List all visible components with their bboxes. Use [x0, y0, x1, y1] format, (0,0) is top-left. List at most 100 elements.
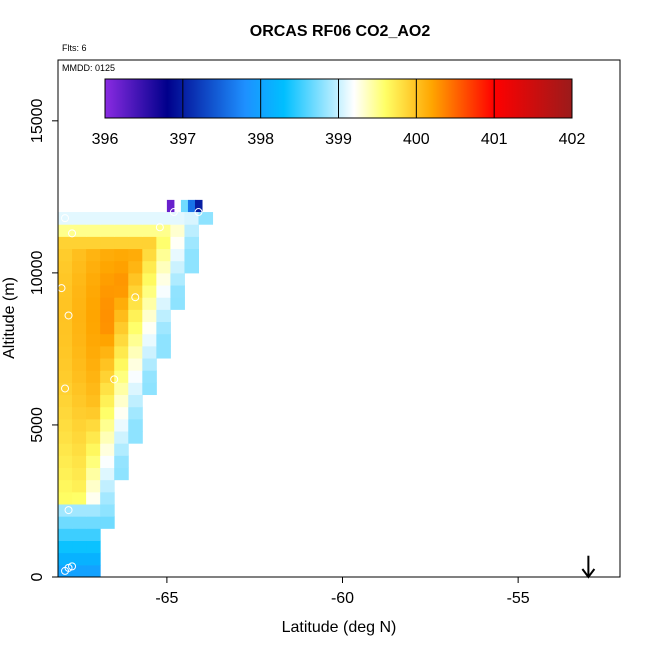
heatmap-cell — [114, 345, 129, 359]
heatmap-cell — [58, 297, 73, 310]
heatmap-cell — [128, 431, 143, 444]
heatmap-cell — [72, 358, 87, 371]
heatmap-cell — [100, 491, 115, 505]
heatmap-cell — [58, 272, 73, 286]
heatmap-cell — [86, 516, 101, 529]
heatmap-cell — [156, 236, 171, 250]
heatmap-cell — [114, 321, 129, 335]
heatmap-cell — [58, 394, 73, 408]
heatmap-cell — [156, 321, 171, 335]
heatmap-cell — [142, 212, 157, 225]
heatmap-cell — [86, 345, 101, 359]
colorbar-tick-label: 398 — [247, 131, 274, 148]
heatmap-cell — [114, 431, 129, 444]
heatmap-cell — [114, 212, 129, 225]
heatmap-cell — [72, 285, 87, 298]
heatmap-cell — [72, 540, 87, 554]
heatmap-cell — [170, 212, 185, 225]
observation-point — [194, 208, 203, 217]
heatmap-cell — [128, 382, 143, 396]
y-tick-label: 0 — [29, 572, 46, 581]
colorbar-tick-label: 399 — [325, 131, 352, 148]
heatmap-cell — [58, 212, 73, 225]
observation-point — [64, 311, 73, 320]
observation-point — [61, 214, 70, 223]
heatmap-cell — [58, 540, 73, 554]
x-tick-label: -55 — [507, 590, 530, 607]
heatmap-cell — [100, 382, 115, 396]
heatmap-cell — [58, 358, 73, 371]
observation-point — [68, 562, 77, 571]
heatmap-cell — [72, 516, 87, 529]
heatmap-cell — [184, 212, 199, 225]
heatmap-cell — [86, 564, 101, 577]
heatmap-cell — [58, 406, 73, 420]
heatmap-cell — [100, 297, 115, 310]
heatmap-cell — [72, 455, 87, 469]
heatmap-cell — [58, 345, 73, 359]
heatmap-cell — [170, 260, 185, 274]
heatmap-cell — [114, 455, 129, 469]
heatmap-cell — [142, 248, 157, 262]
heatmap-cell — [142, 382, 157, 396]
heatmap-cell — [100, 431, 115, 444]
heatmap-cell — [100, 516, 115, 529]
heatmap-cell — [170, 224, 185, 237]
heatmap-cell — [58, 370, 73, 383]
heatmap-cell — [100, 248, 115, 262]
heatmap-cell — [142, 333, 157, 347]
heatmap-cell — [86, 394, 101, 408]
heatmap-cell — [142, 285, 157, 298]
heatmap-cell — [100, 321, 115, 335]
colorbar-tick-label: 402 — [559, 131, 586, 148]
heatmap-cell — [86, 333, 101, 347]
heatmap-cell — [128, 406, 143, 420]
heatmap-cell — [184, 224, 199, 237]
heatmap-cell — [184, 248, 199, 262]
heatmap-cell — [128, 333, 143, 347]
heatmap-cell — [72, 418, 87, 432]
heatmap-cell — [194, 199, 203, 213]
heatmap-cell — [142, 272, 157, 286]
heatmap-cell — [72, 260, 87, 274]
heatmap-cell — [100, 285, 115, 298]
observation-point — [169, 208, 178, 217]
heatmap-cell — [100, 406, 115, 420]
heatmap-cell — [86, 248, 101, 262]
x-axis: -65 -60 -55 — [155, 577, 530, 607]
observation-point — [155, 223, 164, 232]
heatmap-cell — [128, 260, 143, 274]
heatmap-cell — [156, 285, 171, 298]
heatmap-cell — [58, 455, 73, 469]
heatmap-cell — [128, 224, 143, 237]
heatmap-cell — [128, 285, 143, 298]
heatmap-cell — [86, 370, 101, 383]
heatmap-cell — [100, 224, 115, 237]
heatmap-cell — [100, 504, 115, 517]
heatmap-cell — [100, 260, 115, 274]
heatmap-cell — [86, 212, 101, 225]
observation-points — [58, 208, 203, 575]
heatmap-cell — [128, 358, 143, 371]
heatmap-cell — [58, 443, 73, 456]
heatmap-cell — [142, 260, 157, 274]
heatmap-cell — [100, 455, 115, 469]
heatmap-cell — [86, 224, 101, 237]
heatmap-cell — [142, 358, 157, 371]
heatmap-cell — [142, 224, 157, 237]
heatmap-cell — [128, 309, 143, 323]
heatmap-cell — [86, 455, 101, 469]
y-tick-label: 5000 — [29, 407, 46, 443]
heatmap-cell — [86, 285, 101, 298]
heatmap-cell — [86, 491, 101, 505]
heatmap-cell — [114, 297, 129, 310]
heatmap-cell — [86, 297, 101, 310]
heatmap-cell — [86, 467, 101, 481]
heatmap-cell — [58, 260, 73, 274]
heatmap-cell — [100, 467, 115, 481]
heatmap-cell — [100, 212, 115, 225]
heatmap-cell — [72, 528, 87, 541]
heatmap-cell — [58, 467, 73, 481]
heatmap-cell — [58, 431, 73, 444]
